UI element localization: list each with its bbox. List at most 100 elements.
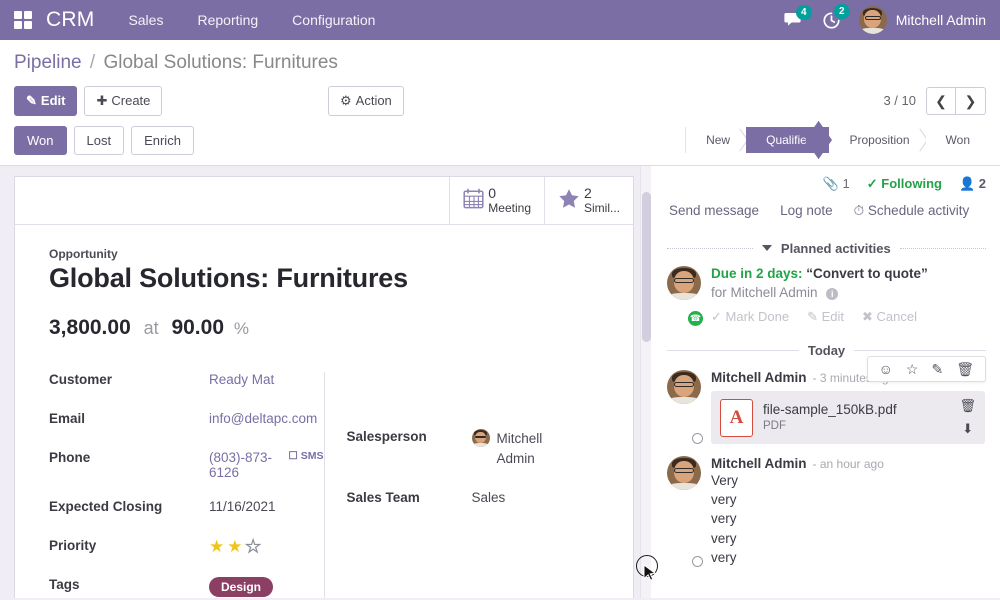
star-1-filled-icon[interactable]: ★ xyxy=(209,537,225,557)
activity-cancel-button[interactable]: ✖ Cancel xyxy=(862,309,917,325)
stage-won[interactable]: Won xyxy=(925,127,986,154)
presence-icon xyxy=(692,433,703,445)
messages-icon[interactable]: 4 xyxy=(784,4,812,29)
divider-line xyxy=(667,248,754,250)
activity-avatar: ☎ xyxy=(667,266,704,328)
control-panel: Pipeline / Global Solutions: Furnitures … xyxy=(0,40,1000,126)
field-expected-closing: Expected Closing 11/16/2021 xyxy=(49,499,324,519)
attachment-name[interactable]: file-sample_150kB.pdf xyxy=(763,402,897,418)
message-hover-toolbar: ☺ ☆ ✎ 🗑 xyxy=(866,356,986,383)
smart-button-similar[interactable]: 2 Simil... xyxy=(544,177,633,225)
field-email: Email info@deltapc.com xyxy=(49,411,324,431)
star-2-filled-icon[interactable]: ★ xyxy=(227,537,243,557)
attachment-card[interactable]: A file-sample_150kB.pdf PDF 🗑 ⬇ xyxy=(711,391,985,445)
create-button[interactable]: ✚ Create xyxy=(84,86,163,116)
field-salesperson-label: Salesperson xyxy=(346,429,427,445)
user-icon: 👤 xyxy=(958,176,976,192)
form-scrollbar-thumb[interactable] xyxy=(642,192,651,343)
schedule-activity-button[interactable]: ⏱ Schedule activity xyxy=(853,203,970,219)
field-sales-team-value[interactable]: Sales xyxy=(471,490,506,506)
divider-line xyxy=(854,350,987,352)
expected-revenue-value[interactable]: 3,800.00 xyxy=(49,316,131,340)
form-column-left: Customer Ready Mat Email info@deltapc.co… xyxy=(49,372,324,598)
activity-item: ☎ Due in 2 days: “Convert to quote” for … xyxy=(667,266,986,328)
message-header: Mitchell Admin - an hour ago xyxy=(711,456,986,471)
activities-badge: 2 xyxy=(833,3,850,19)
action-button[interactable]: ⚙ Action xyxy=(328,86,404,116)
form-sheet-area: 0 Meeting 2 Simil... xyxy=(0,166,651,599)
field-salesperson-value[interactable]: Mitchell Admin xyxy=(471,429,575,468)
enrich-button[interactable]: Enrich xyxy=(131,125,194,156)
info-icon[interactable]: i xyxy=(826,288,839,301)
messages-badge: 4 xyxy=(795,4,812,20)
stage-new[interactable]: New xyxy=(686,127,747,154)
smart-button-meeting[interactable]: 0 Meeting xyxy=(449,177,544,225)
field-customer-label: Customer xyxy=(49,372,113,388)
apps-grid-icon[interactable] xyxy=(14,11,32,29)
form-scrollbar[interactable] xyxy=(640,166,651,599)
app-brand-crm[interactable]: CRM xyxy=(46,8,95,31)
field-customer-value[interactable]: Ready Mat xyxy=(209,372,275,388)
sms-link[interactable]: ☐ SMS xyxy=(288,450,324,463)
smart-button-similar-label: Simil... xyxy=(584,200,620,215)
pager-previous-button[interactable]: ❮ xyxy=(926,86,956,115)
pencil-icon[interactable]: ✎ xyxy=(931,361,944,378)
log-note-button[interactable]: Log note xyxy=(780,203,833,219)
message-line: Very xyxy=(711,473,739,489)
page-title: Global Solutions: Furnitures xyxy=(49,263,408,294)
send-message-button[interactable]: Send message xyxy=(669,203,760,219)
field-email-value[interactable]: info@deltapc.com xyxy=(209,411,318,427)
edit-button[interactable]: ✎ Edit xyxy=(14,86,78,116)
tag-list: Design xyxy=(209,577,274,598)
avatar xyxy=(667,370,701,405)
nav-item-reporting[interactable]: Reporting xyxy=(197,12,259,28)
field-sales-team-label: Sales Team xyxy=(346,490,420,506)
activity-edit-button[interactable]: ✎ Edit xyxy=(807,309,845,325)
field-tags-label: Tags xyxy=(49,577,80,593)
activities-clock-icon[interactable]: 2 xyxy=(822,3,850,30)
stage-qualified[interactable]: Qualified xyxy=(746,127,830,154)
mark-lost-button[interactable]: Lost xyxy=(73,125,125,156)
chatter-actions: Send message Log note ⏱ Schedule activit… xyxy=(669,203,986,219)
trash-icon[interactable]: 🗑 xyxy=(956,361,974,378)
attachment-count[interactable]: 📎 1 xyxy=(822,176,850,192)
message-line: very xyxy=(711,492,737,508)
form-sheet: 0 Meeting 2 Simil... xyxy=(14,176,634,599)
message-body: Mitchell Admin - 3 minutes ago A file-sa… xyxy=(711,370,986,445)
avatar xyxy=(667,456,701,491)
followers-count[interactable]: 👤 2 xyxy=(958,176,986,192)
user-menu[interactable]: Mitchell Admin xyxy=(858,6,986,34)
paperclip-icon: 📎 xyxy=(822,176,839,192)
priority-stars[interactable]: ★ ★ ★ xyxy=(209,537,261,558)
probability-value[interactable]: 90.00 xyxy=(171,316,225,340)
activity-links: ✓ Mark Done ✎ Edit ✖ Cancel xyxy=(711,309,986,325)
form-column-right: Salesperson Mitchell Admin Sales Team xyxy=(323,372,600,599)
mark-won-button[interactable]: Won xyxy=(14,125,67,156)
mark-done-button[interactable]: ✓ Mark Done xyxy=(711,309,790,325)
following-button[interactable]: ✓ Following xyxy=(866,176,942,192)
field-phone-value[interactable]: (803)-873-6126 xyxy=(209,450,273,481)
field-priority: Priority ★ ★ ★ xyxy=(49,537,324,558)
star-icon[interactable]: ☆ xyxy=(905,361,919,378)
planned-activities-toggle[interactable]: Planned activities xyxy=(753,241,899,256)
emoji-icon[interactable]: ☺ xyxy=(878,361,893,378)
status-badge[interactable]: Design xyxy=(209,577,274,598)
message-author: Mitchell Admin xyxy=(711,370,807,386)
nav-item-sales[interactable]: Sales xyxy=(128,12,164,28)
pencil-icon: ✎ xyxy=(26,93,37,108)
pager-next-button[interactable]: ❯ xyxy=(956,86,986,115)
breadcrumb-root[interactable]: Pipeline xyxy=(14,52,82,73)
salesperson-name: Mitchell Admin xyxy=(496,431,543,466)
field-expected-closing-value[interactable]: 11/16/2021 xyxy=(209,499,276,515)
stage-proposition[interactable]: Proposition xyxy=(829,127,926,154)
download-icon[interactable]: ⬇ xyxy=(962,421,974,437)
field-priority-label: Priority xyxy=(49,538,97,554)
message-avatar xyxy=(667,456,703,567)
calendar-icon xyxy=(463,188,484,214)
trash-icon[interactable]: 🗑 xyxy=(959,398,976,414)
pager: 3 / 10 ❮ ❯ xyxy=(883,86,986,115)
star-3-empty-icon[interactable]: ★ xyxy=(245,537,261,557)
presence-icon xyxy=(692,555,703,567)
day-separator-label: Today xyxy=(807,343,846,359)
nav-item-configuration[interactable]: Configuration xyxy=(292,12,376,28)
